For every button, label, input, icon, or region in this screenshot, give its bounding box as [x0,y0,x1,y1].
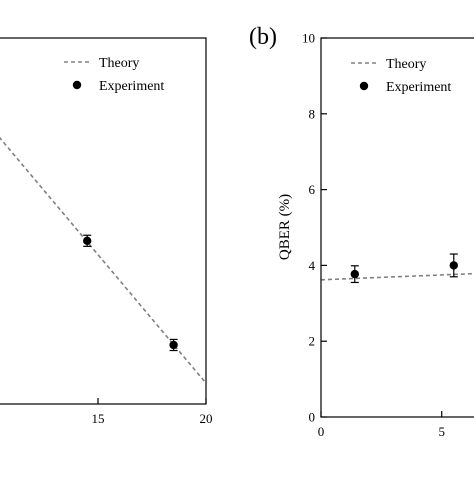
legend-theory-label: Theory [386,57,426,72]
y-tick-label: 4 [309,258,316,273]
panel-b-axes: 0 5 0 2 4 6 8 10 [302,31,474,439]
panel-a-axes: 15 20 [0,37,213,426]
panel-label: (b) [249,24,277,50]
x-tick-label: 5 [438,424,445,439]
y-axis-label: QBER (%) [277,194,293,260]
y-tick-label: 8 [309,106,316,121]
y-tick-label: 6 [309,182,316,197]
y-tick-label: 0 [309,410,316,425]
theory-line [320,272,474,281]
plot-frame [320,37,474,418]
panel-a-legend: Theory Experiment [64,56,164,94]
y-tick-label: 10 [302,31,315,46]
panel-b: (b) 0 5 0 2 4 6 8 10 QBER (%) Theory Experiment [249,24,474,439]
legend-experiment-label: Experiment [386,80,451,95]
data-point [449,261,458,270]
x-tick-label: 20 [200,411,213,426]
panel-b-series [320,253,474,284]
y-tick-label: 2 [309,334,316,349]
legend-theory-label: Theory [99,56,139,71]
data-point [350,269,359,279]
legend-experiment-swatch [72,80,82,90]
x-tick-label: 15 [92,411,105,426]
data-point [83,236,92,245]
legend-experiment-swatch [359,81,369,91]
panel-a-series [0,136,207,384]
panel-b-legend: Theory Experiment [351,57,451,95]
legend-experiment-label: Experiment [99,79,164,94]
data-point [169,340,178,350]
x-tick-label: 0 [318,424,325,439]
panel-a: 15 20 Theory Experiment [0,37,213,426]
